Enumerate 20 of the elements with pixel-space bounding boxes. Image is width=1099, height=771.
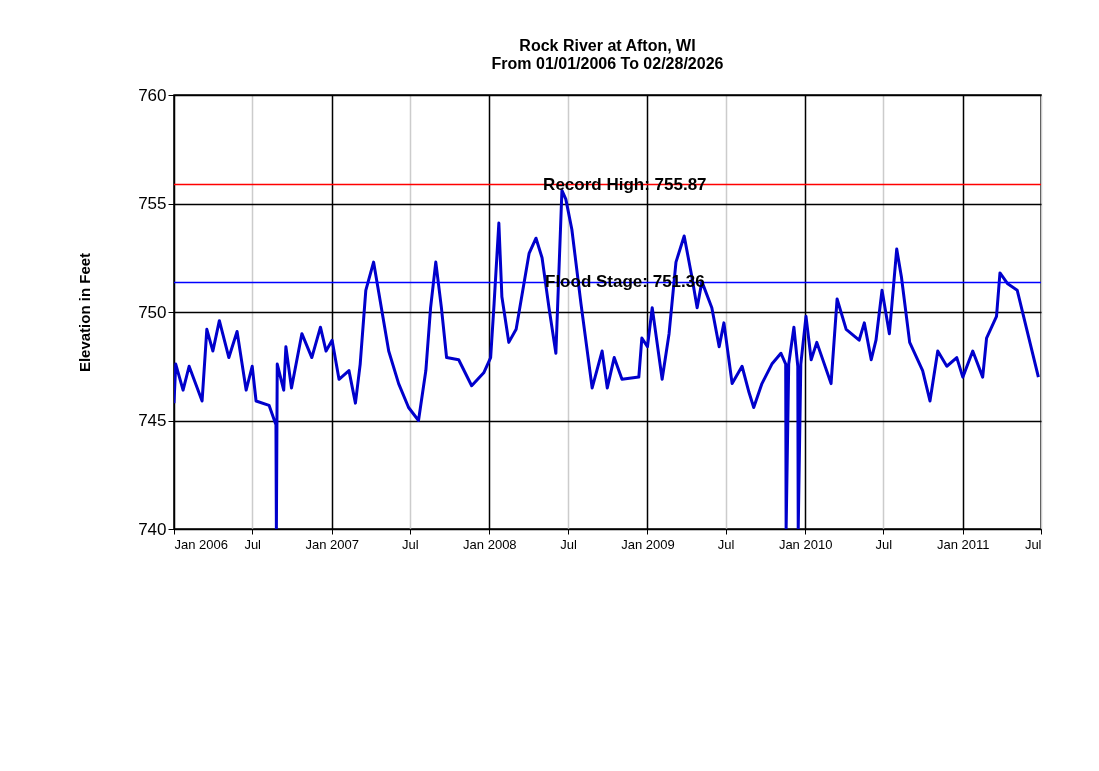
x-tick-label: Jan 2009 bbox=[621, 536, 675, 552]
x-tick-label: Jul bbox=[402, 536, 419, 552]
y-tick-label: 740 bbox=[138, 519, 167, 539]
x-tick-label: Jul bbox=[875, 536, 893, 552]
x-tick-label: Jul bbox=[1024, 536, 1042, 552]
x-tick-label: Jan 2011 bbox=[937, 536, 990, 552]
x-tick-label: Jan 2010 bbox=[778, 536, 833, 552]
x-tick-label: Jul bbox=[717, 536, 735, 552]
chart-subtitle: From 01/01/2006 To 02/28/2026 bbox=[491, 55, 724, 72]
y-tick-label: 755 bbox=[138, 194, 167, 213]
y-axis-title: Elevation in Feet bbox=[76, 252, 94, 373]
x-tick-label: Jul bbox=[244, 536, 262, 552]
y-tick-label: 750 bbox=[138, 302, 167, 322]
chart-title: Rock River at Afton, WI bbox=[519, 37, 696, 54]
y-tick-label: 745 bbox=[138, 411, 167, 430]
x-tick-label: Jan 2007 bbox=[305, 536, 359, 552]
y-tick-label: 760 bbox=[138, 85, 167, 105]
x-tick-label: Jan 2008 bbox=[463, 536, 517, 552]
x-tick-label: Jul bbox=[560, 536, 577, 552]
x-tick-label: Jan 2006 bbox=[174, 536, 228, 552]
